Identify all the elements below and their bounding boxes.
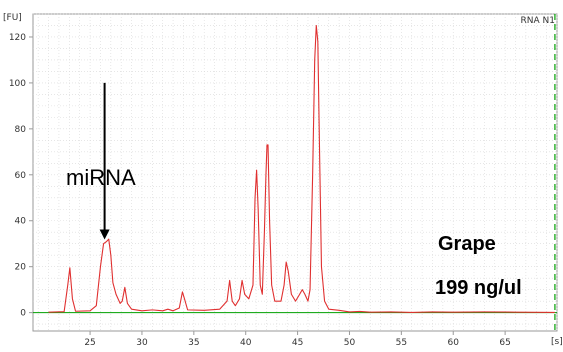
y-tick-label: 120 (9, 33, 26, 43)
y-tick-label: 100 (9, 79, 26, 89)
y-tick-label: 40 (15, 217, 27, 227)
x-tick-label: 25 (84, 338, 95, 348)
x-tick-label: 60 (448, 338, 460, 348)
y-tick-label: 20 (15, 263, 27, 273)
y-tick-label: 0 (20, 309, 26, 319)
mirna-annotation: miRNA (66, 165, 136, 190)
x-tick-label: 50 (344, 338, 356, 348)
y-tick-label: 80 (15, 125, 27, 135)
chart-title: RNA N1 (521, 16, 555, 26)
x-tick-label: 35 (188, 338, 199, 348)
x-tick-label: 45 (292, 338, 303, 348)
x-unit-label: [s] (551, 337, 563, 347)
x-tick-label: 65 (499, 338, 510, 348)
x-tick-label: 55 (396, 338, 407, 348)
y-unit-label: [FU] (3, 13, 22, 23)
x-tick-label: 30 (136, 338, 148, 348)
concentration-label: 199 ng/ul (435, 277, 522, 299)
series-line (48, 24, 555, 313)
tick-labels: 25 30 35 40 45 50 55 60 65 0 20 40 60 80 100 120 (9, 33, 511, 348)
grid (33, 13, 558, 331)
y-tick-label: 60 (15, 171, 27, 181)
series-layer (33, 14, 557, 331)
x-tick-label: 40 (240, 338, 252, 348)
sample-name: Grape (438, 233, 496, 255)
